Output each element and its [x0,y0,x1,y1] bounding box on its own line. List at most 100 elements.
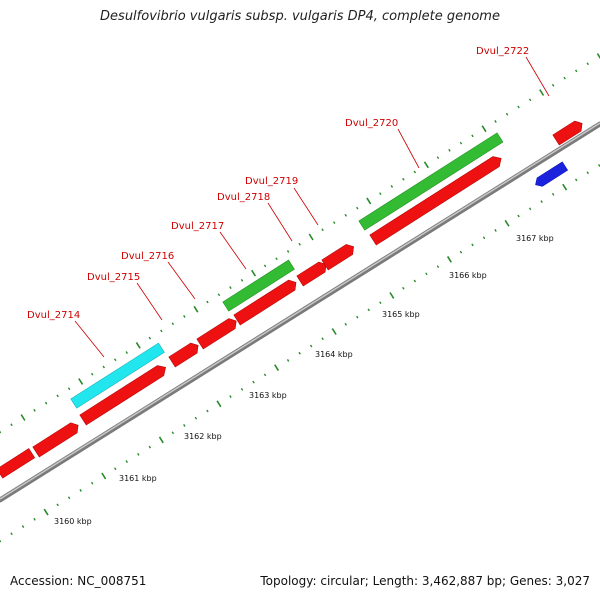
kbp-label: 3167 kbp [516,234,554,243]
minor-tick [379,192,382,196]
gene-label: Dvul_2717 [171,221,224,232]
major-tick [101,472,107,480]
gene-label: Dvul_2714 [27,310,80,321]
minor-tick [298,351,301,355]
gene-label: Dvul_2719 [245,176,298,187]
gene-arrow[interactable] [196,316,240,350]
highlighted-gene-green[interactable] [358,132,504,231]
major-tick [43,508,49,516]
accession-label: Accession: NC_008751 [10,574,147,588]
reverse-gene-arrow[interactable] [533,161,569,189]
minor-tick [286,359,290,362]
minor-tick [171,431,175,435]
minor-tick [367,308,370,312]
minor-tick [79,489,82,492]
gene-arrow[interactable] [233,277,299,326]
genome-backbone [0,121,600,503]
minor-tick [206,300,209,304]
minor-tick [390,185,394,188]
major-tick [539,89,545,96]
minor-tick [517,105,520,109]
gene-label: Dvul_2718 [217,192,270,203]
minor-tick [33,517,36,521]
minor-tick [90,372,94,376]
major-tick [308,233,314,241]
gene-arrow[interactable] [32,420,82,458]
minor-tick [459,141,463,145]
minor-tick [0,430,2,434]
minor-tick [356,315,359,319]
gene-arrow[interactable] [369,153,505,246]
lower-tick-track [0,164,600,543]
minor-tick [413,279,417,283]
minor-tick [551,192,555,196]
minor-tick [586,171,589,175]
major-tick [216,400,222,408]
kbp-label: 3161 kbp [119,474,157,483]
minor-tick [263,373,267,377]
major-tick [504,219,510,227]
major-tick [481,125,487,133]
genome-info-label: Topology: circular; Length: 3,462,887 bp… [260,574,590,588]
gene-arrow[interactable] [296,259,330,287]
minor-tick [448,148,451,152]
gene-labels: Dvul_2714 Dvul_2715 Dvul_2716 Dvul_2717 … [27,46,529,321]
major-tick [251,269,257,277]
gene-track [0,118,586,479]
major-tick [20,414,26,421]
minor-tick [125,351,128,354]
gene-arrow[interactable] [79,362,169,426]
major-tick [135,341,141,349]
minor-tick [148,336,152,340]
gene-arrow[interactable] [0,448,36,479]
minor-tick [586,62,589,66]
minor-tick [551,83,555,87]
minor-tick [148,445,152,449]
minor-tick [206,409,209,413]
minor-tick [344,213,347,217]
minor-tick [114,358,117,362]
major-tick [423,161,429,169]
major-tick [389,292,395,299]
kbp-label: 3163 kbp [249,391,287,400]
kbp-label: 3165 kbp [382,310,420,319]
minor-tick [563,76,566,80]
gene-arrow[interactable] [552,118,586,146]
minor-tick [90,481,94,485]
major-tick [562,183,568,191]
minor-tick [425,272,428,276]
minor-tick [229,286,232,289]
minor-tick [102,365,105,369]
upper-tick-track [0,53,600,434]
minor-tick [44,401,48,405]
minor-tick [402,177,405,181]
minor-tick [56,503,59,507]
minor-tick [21,525,25,528]
minor-tick [459,250,463,254]
minor-tick [309,344,313,348]
minor-tick [574,69,578,73]
minor-tick [56,394,59,398]
major-tick [331,328,337,335]
minor-tick [240,278,244,282]
gene-label: Dvul_2715 [87,272,140,283]
minor-tick [344,322,347,326]
kbp-label: 3160 kbp [54,517,92,526]
minor-tick [194,416,198,420]
major-tick [78,378,84,385]
gene-arrow[interactable] [168,340,202,368]
gene-arrow[interactable] [321,242,357,271]
minor-tick [471,243,474,247]
minor-tick [275,257,278,261]
minor-tick [540,200,543,203]
minor-tick [494,120,497,123]
minor-tick [528,207,532,211]
major-tick [446,255,452,263]
highlighted-gene-green[interactable] [222,259,295,312]
highlighted-gene-cyan[interactable] [70,342,165,409]
minor-tick [402,286,405,290]
minor-tick [517,214,520,218]
major-tick [274,364,280,372]
minor-tick [263,264,267,268]
